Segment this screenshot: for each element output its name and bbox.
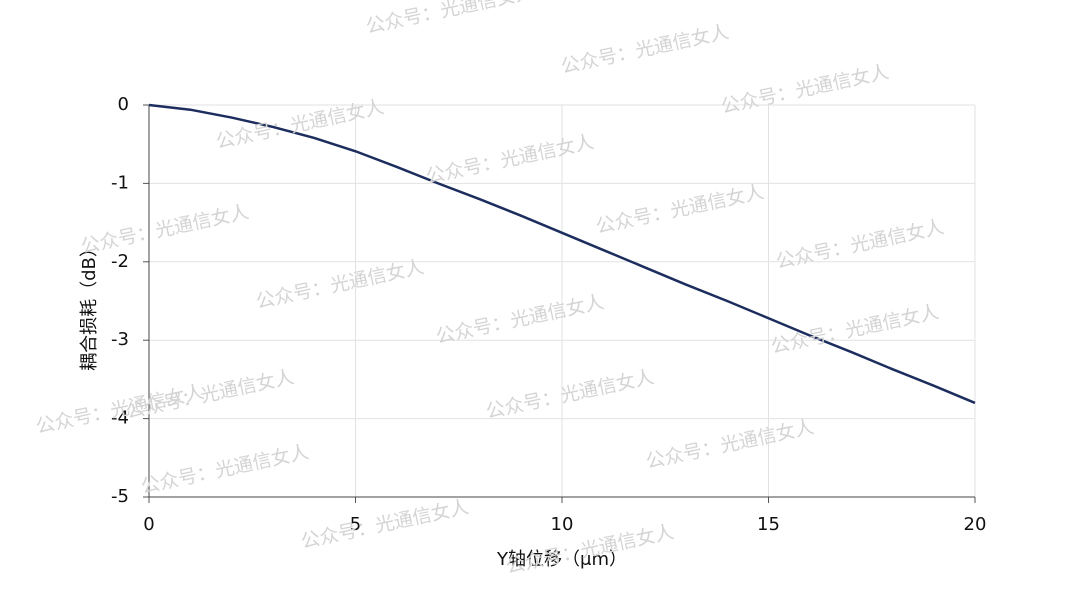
y-axis-label: 耦合损耗（dB） — [79, 239, 100, 371]
watermark: 公众号：光通信女人 — [594, 181, 766, 238]
watermark: 公众号：光通信女人 — [79, 201, 251, 258]
watermark: 公众号：光通信女人 — [644, 416, 816, 473]
watermark: 公众号：光通信女人 — [434, 291, 606, 348]
x-tick-label: 15 — [757, 514, 780, 535]
watermark: 公众号：光通信女人 — [364, 0, 536, 38]
watermark: 公众号：光通信女人 — [424, 131, 596, 188]
watermark: 公众号：光通信女人 — [299, 496, 471, 553]
y-tick-label: -1 — [111, 172, 129, 193]
watermark: 公众号：光通信女人 — [774, 216, 946, 273]
data-line — [148, 103, 976, 405]
watermark: 公众号：光通信女人 — [559, 21, 731, 78]
y-tick-label: 0 — [118, 94, 129, 115]
y-tick-label: -2 — [111, 251, 129, 272]
watermark: 公众号：光通信女人 — [484, 366, 656, 423]
x-tick-label: 0 — [143, 514, 154, 535]
x-tick-label: 10 — [551, 514, 574, 535]
watermark: 公众号：光通信女人 — [254, 256, 426, 313]
y-tick-label: -3 — [111, 329, 129, 350]
x-tick-label: 20 — [964, 514, 987, 535]
x-axis-label: Y轴位移（μm） — [496, 549, 627, 570]
watermark: 公众号：光通信女人 — [139, 441, 311, 498]
y-tick-label: -4 — [111, 408, 129, 429]
y-tick-label: -5 — [111, 486, 129, 507]
x-tick-label: 5 — [350, 514, 361, 535]
watermark: 公众号：光通信女人 — [719, 61, 891, 118]
